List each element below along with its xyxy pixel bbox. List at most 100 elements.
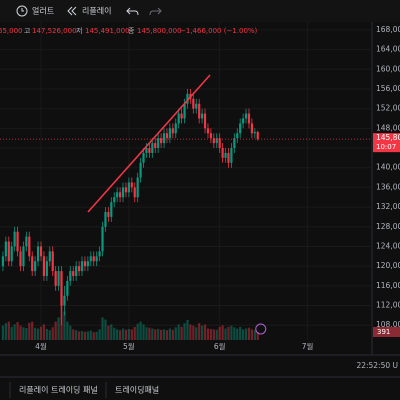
alert-button[interactable]: 얼러트	[16, 5, 54, 17]
candle-body	[83, 261, 87, 267]
candle-body	[1, 256, 5, 267]
candle-body	[101, 226, 104, 252]
last-price-box	[373, 133, 400, 153]
replay-button[interactable]: 리플레이	[67, 6, 111, 16]
volume-bar	[165, 330, 169, 340]
volume-bar	[72, 329, 75, 340]
candle-body	[104, 212, 107, 227]
toolbar	[0, 0, 400, 22]
candle-body	[130, 182, 133, 188]
candle-body	[118, 192, 122, 198]
volume-bar	[7, 321, 10, 340]
low-value: 145,491,000	[85, 27, 130, 35]
volume-bar	[51, 327, 54, 340]
volume-bar	[116, 329, 119, 340]
y-tick-label: 112,000	[376, 301, 400, 310]
candle-body	[168, 128, 171, 139]
volume-bar	[203, 324, 207, 340]
candle-body	[253, 131, 256, 134]
volume-bar	[192, 325, 195, 340]
candle-body	[4, 241, 7, 257]
volume-bar	[34, 327, 37, 340]
y-tick-label: 136,000	[376, 182, 400, 191]
candle-body	[34, 261, 37, 272]
volume-bar	[253, 330, 256, 340]
candle-body	[148, 148, 151, 153]
replay-label[interactable]: 리플레이	[82, 6, 111, 16]
candle-body	[66, 280, 69, 296]
volume-bar	[242, 329, 245, 340]
y-tick-label: 160,000	[376, 64, 400, 73]
candle-body	[186, 93, 189, 104]
volume-label-box	[373, 327, 400, 338]
candle-body	[10, 246, 13, 262]
trend-line[interactable]	[87, 74, 211, 213]
volume-bar	[186, 319, 189, 340]
volume-bar	[110, 324, 113, 340]
volume-bar	[25, 328, 28, 340]
y-tick-label: 164,000	[376, 45, 400, 54]
candle-body	[244, 113, 248, 119]
volume-bar	[10, 326, 13, 340]
candle-body	[160, 138, 163, 144]
candle-body	[116, 192, 119, 198]
candle-body	[221, 148, 224, 158]
candle-body	[57, 271, 60, 286]
volume-bar	[256, 332, 259, 340]
volume-bar	[157, 328, 160, 340]
close-label: 종	[128, 27, 135, 35]
ohlc-legend: 65,000 고 147,526,000 저 145,491,000 종 145…	[0, 26, 258, 35]
volume-bar	[142, 324, 145, 340]
candle-body	[250, 123, 254, 134]
bottom-tab[interactable]: 트레이딩패널	[115, 385, 159, 395]
candle-body	[124, 187, 128, 193]
volume-bar	[54, 321, 57, 340]
candle-body	[192, 98, 195, 109]
y-tick-label: 152,000	[376, 104, 400, 113]
candle-body	[95, 256, 98, 262]
volume-bar	[218, 326, 221, 340]
volume-bar	[171, 329, 174, 340]
volume-bar	[151, 328, 154, 340]
candle-body	[63, 295, 66, 306]
alert-label[interactable]: 얼러트	[32, 6, 54, 16]
last-price-label: 145,800	[376, 133, 400, 142]
undo-button[interactable]	[126, 7, 139, 16]
candle-body	[19, 251, 22, 267]
candle-body	[54, 271, 57, 286]
volume-bar	[36, 328, 40, 340]
close-value: 145,800,000	[137, 27, 182, 35]
volume-bar	[104, 319, 107, 340]
volume-bar	[239, 326, 242, 340]
volume-bar	[63, 311, 66, 340]
candle-body	[142, 152, 145, 163]
volume-bar	[201, 325, 204, 340]
x-tick-label: 6월	[214, 341, 226, 351]
volume-bar	[198, 323, 201, 340]
volume-bar	[4, 323, 7, 340]
candle-body	[177, 113, 180, 124]
volume-bar	[183, 323, 186, 340]
candle-body	[89, 256, 92, 262]
candle-body	[48, 251, 51, 262]
volume-bar	[162, 329, 166, 340]
volume-bar	[180, 326, 183, 340]
candle-body	[209, 133, 212, 139]
candle-body	[31, 256, 34, 272]
candle-body	[183, 103, 186, 119]
y-tick-label: 128,000	[376, 222, 400, 231]
volume-bar	[107, 325, 110, 340]
candle-body	[36, 246, 40, 262]
low-label: 저	[76, 26, 82, 35]
candle-body	[60, 271, 63, 306]
flash-icon	[255, 323, 267, 335]
bottom-tab[interactable]: 리플레이 트레이딩 패널	[19, 385, 98, 395]
volume-bar	[89, 330, 92, 340]
candle-body	[174, 123, 177, 134]
x-tick-label: 7월	[302, 341, 314, 351]
candle-body	[239, 123, 242, 134]
redo-button[interactable]	[149, 7, 162, 16]
volume-bar	[113, 327, 116, 340]
